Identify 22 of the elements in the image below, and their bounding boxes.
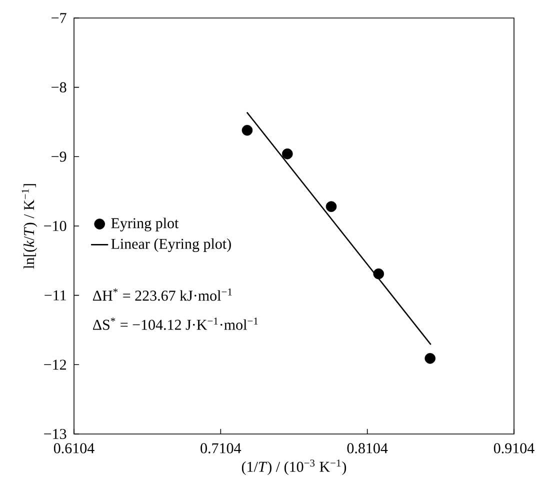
point: [424, 353, 436, 364]
y-tick-label: −9: [52, 152, 66, 162]
y-axis-title: ln[(k/T) / K$^{−1}$]: [22, 184, 38, 269]
y-tick-label: −13: [44, 428, 66, 440]
x-axis-title: (1/T) / (10$^{−3}$ K$^{−1}$): [242, 460, 346, 475]
x-tick-label: 0.6104: [54, 443, 94, 454]
point: [282, 148, 293, 160]
annotation: ΔS$^{*}$ = −104.12 J·K$^{−1}$·mol$^{−1}$: [92, 318, 258, 330]
y-tick-label: −10: [44, 220, 66, 232]
x-tick-label: 0.8104: [347, 443, 388, 454]
y-tick-label: −8: [52, 82, 66, 92]
x-tick-label: 0.9104: [494, 443, 534, 454]
legend-label: Linear (Eyring plot): [111, 238, 231, 252]
x-tick-label: 0.7104: [200, 443, 242, 454]
legend-label: Eyring plot: [111, 218, 179, 232]
point: [373, 268, 384, 280]
annotation: ΔH$^{*}$ = 223.67 kJ·mol$^{−1}$: [92, 288, 232, 301]
point: [242, 124, 253, 136]
y-tick-label: −7: [52, 13, 66, 23]
y-tick-label: −12: [44, 360, 66, 370]
point: [326, 201, 337, 212]
y-tick-label: −11: [44, 290, 66, 300]
